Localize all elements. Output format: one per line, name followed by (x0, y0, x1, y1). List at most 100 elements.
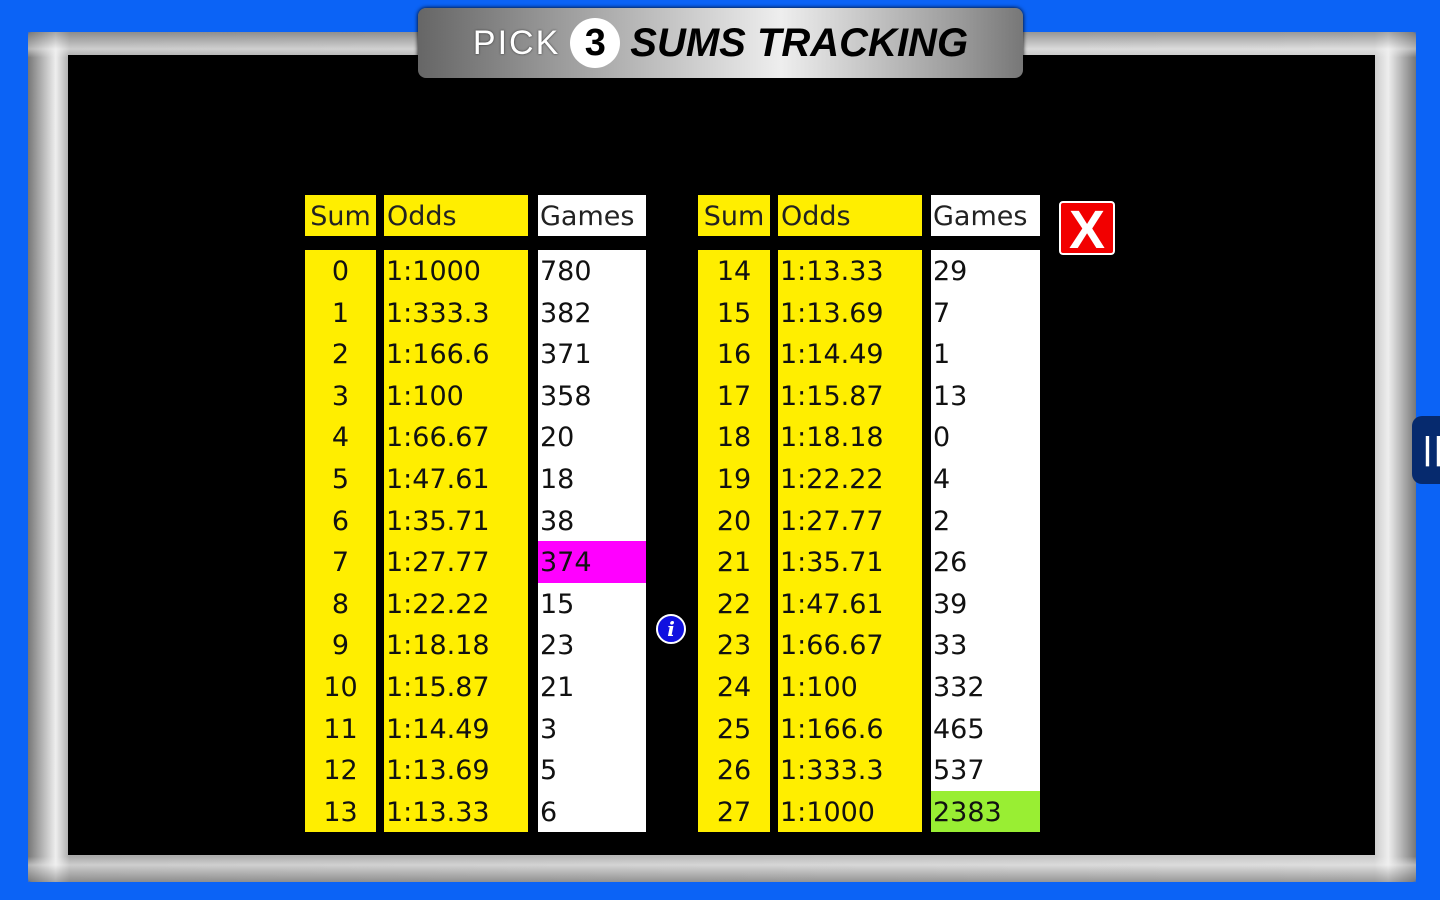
games-cell: 18 (540, 463, 575, 495)
sum-cell: 14 (716, 256, 752, 287)
sum-cell: 20 (716, 505, 752, 537)
header-odds-left: Odds (384, 195, 528, 236)
sum-cell: 13 (323, 796, 358, 828)
left-table-sum-column: 0 1 2 3 4 5 6 7 8 9 10 11 12 13 (305, 250, 376, 832)
games-cell: 13 (933, 380, 968, 412)
odds-cell: 1:35.71 (386, 505, 490, 537)
games-cell: 33 (933, 630, 968, 662)
sum-cell: 8 (331, 588, 350, 620)
odds-cell: 1:100 (780, 671, 858, 703)
odds-cell: 1:14.49 (780, 339, 884, 371)
odds-cell: 1:22.22 (780, 463, 884, 495)
odds-cell: 1:27.77 (386, 547, 490, 579)
games-cell: 371 (540, 339, 592, 371)
sum-cell: 19 (716, 463, 752, 495)
title-pick: PICK (472, 23, 561, 62)
sum-cell: 1 (331, 297, 350, 329)
odds-cell: 1:35.71 (780, 547, 884, 579)
games-cell: 3 (540, 713, 558, 745)
odds-cell: 1:13.33 (780, 256, 884, 287)
games-cell: 358 (540, 380, 592, 412)
sum-cell: 25 (716, 713, 752, 745)
title-number-ball: 3 (570, 18, 621, 68)
odds-cell: 1:166.6 (780, 713, 884, 745)
right-table-sum-column: 14 15 16 17 18 19 20 21 22 23 24 25 26 27 (698, 250, 770, 832)
sum-cell: 6 (331, 505, 350, 537)
games-cell: 26 (933, 547, 968, 579)
games-cell: 332 (933, 671, 985, 703)
sum-cell: 26 (716, 755, 752, 787)
odds-cell: 1:22.22 (386, 588, 490, 620)
info-icon[interactable]: i (656, 614, 686, 644)
sum-cell: 21 (716, 547, 752, 579)
odds-cell: 1:13.33 (386, 796, 490, 828)
header-odds-right: Odds (778, 195, 922, 236)
games-cell: 1 (933, 339, 951, 371)
sum-cell: 23 (716, 630, 752, 662)
odds-cell: 1:47.61 (386, 463, 490, 495)
games-cell: 2383 (931, 790, 1040, 833)
sum-cell: 3 (331, 380, 350, 412)
sum-cell: 17 (716, 380, 752, 412)
sum-cell: 4 (331, 422, 350, 454)
odds-cell: 1:333.3 (386, 297, 490, 329)
title-banner: PICK 3 SUMS TRACKING (418, 8, 1023, 78)
odds-cell: 1:18.18 (386, 630, 490, 662)
odds-cell: 1:18.18 (780, 422, 884, 454)
right-table-odds-column: 1:13.33 1:13.69 1:14.49 1:15.87 1:18.18 1:22.… (778, 250, 922, 832)
odds-cell: 1:47.61 (780, 588, 884, 620)
odds-cell: 1:27.77 (780, 505, 884, 537)
games-cell: 537 (933, 755, 985, 787)
odds-cell: 1:100 (386, 380, 464, 412)
odds-cell: 1:66.67 (386, 422, 490, 454)
odds-cell: 1:166.6 (386, 339, 490, 371)
games-cell: 23 (540, 630, 575, 662)
side-drawer-handle[interactable]: || (1412, 416, 1440, 484)
sum-cell: 15 (716, 297, 752, 329)
sum-cell: 24 (716, 671, 752, 703)
sum-cell: 22 (716, 588, 752, 620)
odds-cell: 1:1000 (780, 796, 875, 828)
games-cell: 780 (540, 256, 592, 287)
games-cell: 0 (933, 422, 951, 454)
sum-cell: 27 (716, 796, 752, 828)
sum-cell: 5 (331, 463, 350, 495)
title-text: SUMS TRACKING (630, 20, 969, 65)
games-cell: 465 (933, 713, 985, 745)
games-cell: 39 (933, 588, 968, 620)
header-games-right: Games (931, 195, 1040, 236)
games-cell: 20 (540, 422, 575, 454)
games-cell: 374 (538, 541, 646, 583)
odds-cell: 1:66.67 (780, 630, 884, 662)
games-cell: 7 (933, 297, 951, 329)
games-cell: 382 (540, 297, 592, 329)
games-cell: 6 (540, 796, 558, 828)
sum-cell: 7 (331, 547, 350, 579)
sum-cell: 12 (323, 755, 358, 787)
close-button[interactable]: X (1059, 201, 1115, 257)
games-cell: 21 (540, 671, 575, 703)
games-cell: 15 (540, 588, 575, 620)
odds-cell: 1:14.49 (386, 713, 490, 745)
sum-cell: 9 (331, 630, 350, 662)
header-sum-left: Sum (305, 195, 376, 236)
header-games-left: Games (538, 195, 646, 236)
games-cell: 5 (540, 755, 558, 787)
games-cell: 38 (540, 505, 575, 537)
right-table-games-column: 29 7 1 13 0 4 2 26 39 33 332 465 537 2383 (931, 250, 1040, 833)
sum-cell: 16 (716, 339, 752, 371)
left-table-odds-column: 1:1000 1:333.3 1:166.6 1:100 1:66.67 1:47.61 1… (384, 250, 528, 832)
odds-cell: 1:1000 (386, 256, 481, 287)
sum-cell: 2 (331, 339, 350, 371)
left-table-games-column: 780 382 371 358 20 18 38 374 15 23 21 3 5 6 (538, 250, 646, 832)
sum-cell: 10 (323, 671, 358, 703)
sum-cell: 11 (323, 713, 358, 745)
odds-cell: 1:13.69 (780, 297, 884, 329)
odds-cell: 1:15.87 (780, 380, 884, 412)
games-cell: 4 (933, 463, 951, 495)
header-sum-right: Sum (698, 195, 770, 236)
games-cell: 2 (933, 505, 951, 537)
sum-cell: 18 (716, 422, 752, 454)
odds-cell: 1:15.87 (386, 671, 490, 703)
games-cell: 29 (933, 256, 968, 287)
